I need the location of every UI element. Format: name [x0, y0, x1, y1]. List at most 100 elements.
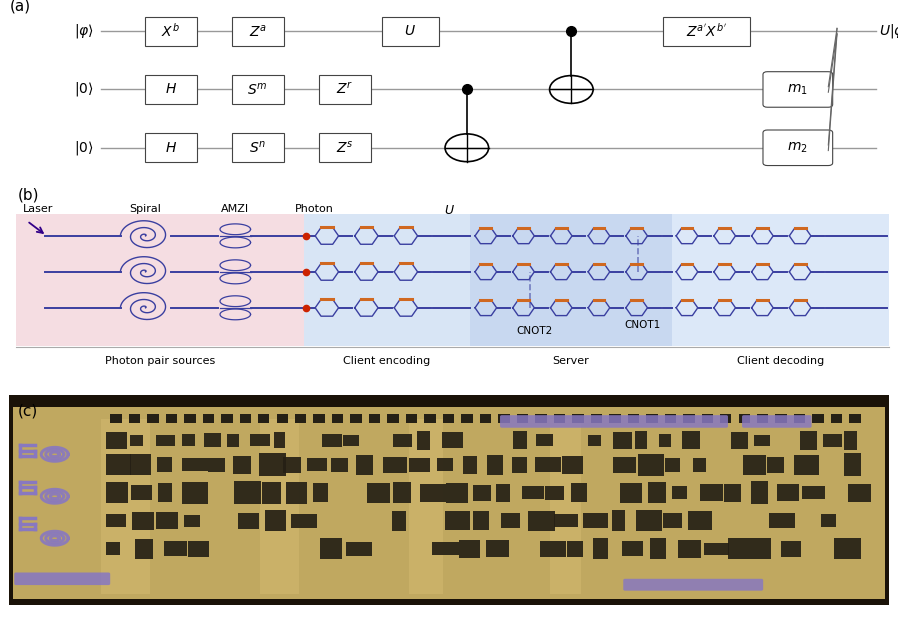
FancyBboxPatch shape [650, 539, 665, 559]
Text: $U$: $U$ [404, 24, 416, 38]
FancyBboxPatch shape [754, 435, 770, 445]
FancyBboxPatch shape [262, 482, 280, 503]
FancyBboxPatch shape [462, 415, 472, 423]
FancyBboxPatch shape [260, 420, 299, 594]
FancyBboxPatch shape [638, 454, 664, 476]
FancyBboxPatch shape [445, 511, 470, 530]
FancyBboxPatch shape [554, 415, 565, 423]
FancyBboxPatch shape [778, 484, 799, 501]
FancyBboxPatch shape [704, 542, 729, 555]
FancyBboxPatch shape [234, 481, 261, 504]
FancyBboxPatch shape [165, 415, 177, 423]
FancyBboxPatch shape [184, 515, 200, 527]
Text: $S^m$: $S^m$ [248, 81, 269, 97]
Text: $Z^r$: $Z^r$ [336, 81, 354, 97]
Text: CNOT2: CNOT2 [516, 326, 552, 336]
FancyBboxPatch shape [622, 541, 643, 556]
FancyBboxPatch shape [250, 434, 269, 447]
FancyBboxPatch shape [274, 433, 286, 448]
FancyBboxPatch shape [821, 515, 836, 527]
FancyBboxPatch shape [240, 415, 251, 423]
FancyBboxPatch shape [204, 433, 221, 447]
FancyBboxPatch shape [794, 415, 806, 423]
FancyBboxPatch shape [181, 482, 208, 504]
Text: $Z^{a'}X^{b'}$: $Z^{a'}X^{b'}$ [686, 22, 726, 40]
FancyBboxPatch shape [232, 75, 284, 104]
FancyBboxPatch shape [767, 457, 784, 473]
FancyBboxPatch shape [383, 457, 407, 473]
FancyBboxPatch shape [470, 213, 672, 346]
FancyBboxPatch shape [110, 415, 121, 423]
FancyBboxPatch shape [588, 435, 601, 445]
FancyBboxPatch shape [409, 420, 443, 594]
FancyBboxPatch shape [535, 457, 560, 473]
Text: $m_2$: $m_2$ [788, 141, 808, 155]
FancyBboxPatch shape [472, 511, 489, 530]
FancyBboxPatch shape [277, 415, 288, 423]
FancyBboxPatch shape [446, 482, 469, 503]
FancyBboxPatch shape [392, 511, 406, 531]
FancyBboxPatch shape [497, 484, 510, 502]
FancyBboxPatch shape [132, 511, 154, 530]
FancyBboxPatch shape [158, 483, 172, 502]
FancyBboxPatch shape [516, 415, 528, 423]
FancyBboxPatch shape [550, 420, 581, 594]
FancyBboxPatch shape [743, 455, 766, 474]
FancyBboxPatch shape [536, 434, 553, 446]
Text: $X^b$: $X^b$ [162, 22, 180, 40]
FancyBboxPatch shape [571, 483, 587, 502]
FancyBboxPatch shape [406, 415, 418, 423]
FancyBboxPatch shape [319, 133, 371, 162]
FancyBboxPatch shape [487, 455, 503, 474]
FancyBboxPatch shape [221, 415, 233, 423]
FancyBboxPatch shape [350, 415, 362, 423]
FancyBboxPatch shape [232, 17, 284, 46]
FancyBboxPatch shape [304, 213, 470, 346]
FancyBboxPatch shape [541, 540, 566, 557]
FancyBboxPatch shape [319, 75, 371, 104]
FancyBboxPatch shape [155, 435, 175, 445]
FancyBboxPatch shape [763, 130, 832, 165]
Text: Photon pair sources: Photon pair sources [105, 356, 215, 366]
FancyBboxPatch shape [156, 512, 178, 529]
FancyBboxPatch shape [800, 431, 817, 450]
FancyBboxPatch shape [313, 415, 325, 423]
FancyBboxPatch shape [609, 415, 621, 423]
Text: $U|\varphi\rangle$: $U|\varphi\rangle$ [879, 22, 898, 40]
Text: AMZI: AMZI [221, 204, 250, 214]
FancyBboxPatch shape [313, 483, 328, 502]
FancyBboxPatch shape [343, 434, 359, 446]
FancyBboxPatch shape [700, 484, 723, 501]
FancyBboxPatch shape [528, 511, 555, 531]
FancyBboxPatch shape [129, 454, 151, 475]
FancyBboxPatch shape [357, 455, 374, 474]
FancyBboxPatch shape [291, 514, 317, 528]
FancyBboxPatch shape [728, 538, 753, 560]
FancyBboxPatch shape [233, 456, 251, 474]
FancyBboxPatch shape [260, 453, 286, 476]
Text: $|0\rangle$: $|0\rangle$ [75, 139, 94, 157]
Text: Spiral: Spiral [129, 204, 162, 214]
FancyBboxPatch shape [513, 431, 527, 449]
FancyBboxPatch shape [163, 541, 188, 557]
FancyBboxPatch shape [612, 510, 625, 531]
FancyBboxPatch shape [665, 415, 676, 423]
FancyBboxPatch shape [459, 540, 480, 558]
Text: Client encoding: Client encoding [342, 356, 430, 366]
FancyBboxPatch shape [672, 213, 889, 346]
FancyBboxPatch shape [147, 415, 159, 423]
FancyBboxPatch shape [561, 456, 583, 474]
Text: $H$: $H$ [164, 141, 177, 155]
FancyBboxPatch shape [769, 513, 795, 528]
FancyBboxPatch shape [500, 415, 728, 428]
FancyBboxPatch shape [420, 484, 446, 502]
Text: $S^n$: $S^n$ [249, 140, 267, 155]
FancyBboxPatch shape [208, 458, 224, 472]
FancyBboxPatch shape [425, 415, 436, 423]
FancyBboxPatch shape [724, 484, 741, 502]
FancyBboxPatch shape [850, 415, 861, 423]
FancyBboxPatch shape [572, 415, 584, 423]
FancyBboxPatch shape [232, 133, 284, 162]
FancyBboxPatch shape [794, 455, 819, 474]
FancyBboxPatch shape [101, 420, 150, 594]
